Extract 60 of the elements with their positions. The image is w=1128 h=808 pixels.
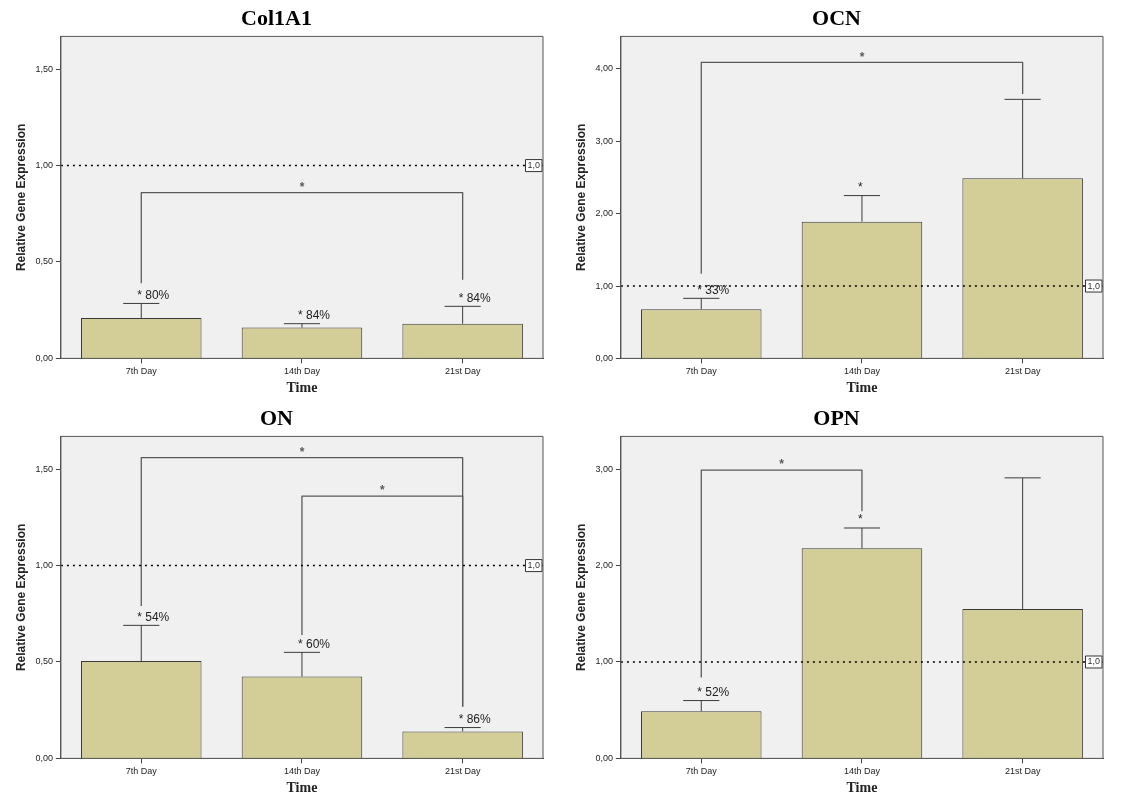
- annotation: * 54%: [137, 609, 170, 624]
- series-label: *: [299, 179, 305, 194]
- y-tick-label: 1,00: [595, 280, 613, 291]
- annotation: *: [857, 179, 863, 194]
- x-tick-label: 7th Day: [685, 366, 718, 377]
- y-axis-title: Relative Gene Expression: [573, 523, 588, 672]
- y-axis-title: Relative Gene Expression: [13, 123, 28, 272]
- y-tick-label: 1,50: [35, 63, 53, 74]
- chart-title: ON: [260, 404, 294, 430]
- series-label: *: [859, 49, 865, 64]
- annotation: *: [857, 512, 863, 527]
- annotation: * 80%: [137, 287, 170, 302]
- x-axis-title: Time: [846, 780, 878, 796]
- annotation: * 60%: [297, 636, 331, 651]
- chart-title: OCN: [812, 4, 862, 30]
- annotation: * 84%: [297, 308, 331, 323]
- y-tick-label: 2,00: [595, 560, 613, 571]
- annotation: * 84%: [458, 290, 491, 305]
- annotation: * 33%: [697, 282, 730, 297]
- y-tick-label: 1,00: [595, 656, 613, 667]
- x-tick-label: 21st Day: [1004, 766, 1041, 777]
- chart-title: Col1A1: [241, 4, 312, 30]
- series-label: *: [379, 483, 385, 498]
- chart-title: OPN: [813, 404, 860, 430]
- x-tick-label: 7th Day: [685, 766, 718, 777]
- x-tick-label: 14th Day: [283, 766, 321, 777]
- series-label: *: [779, 457, 785, 472]
- y-tick-label: 3,00: [595, 135, 613, 146]
- x-tick-label: 21st Day: [444, 366, 481, 377]
- x-tick-label: 21st Day: [1004, 366, 1041, 377]
- ref-line-label: 1,0: [527, 560, 540, 571]
- y-axis-title: Relative Gene Expression: [573, 123, 588, 272]
- ref-line-label: 1,0: [1087, 280, 1100, 291]
- y-tick-label: 0,00: [595, 752, 613, 763]
- series-label: *: [299, 444, 305, 459]
- y-tick-label: 0,00: [35, 752, 53, 763]
- ref-line-label: 1,0: [527, 160, 540, 171]
- y-tick-label: 4,00: [595, 63, 613, 74]
- x-axis-title: Time: [846, 380, 878, 396]
- y-axis-title: Relative Gene Expression: [13, 523, 28, 672]
- x-axis-title: Time: [286, 780, 318, 796]
- x-tick-label: 14th Day: [843, 766, 881, 777]
- y-tick-label: 3,00: [595, 463, 613, 474]
- x-tick-label: 21st Day: [444, 766, 481, 777]
- y-tick-label: 1,00: [35, 560, 53, 571]
- ref-line-label: 1,0: [1087, 656, 1100, 667]
- x-tick-label: 7th Day: [125, 366, 158, 377]
- y-tick-label: 1,50: [35, 463, 53, 474]
- y-tick-label: 0,00: [595, 352, 613, 363]
- x-axis-title: Time: [286, 380, 318, 396]
- x-tick-label: 7th Day: [125, 766, 158, 777]
- y-tick-label: 2,00: [595, 208, 613, 219]
- y-tick-label: 0,00: [35, 352, 53, 363]
- annotation: * 52%: [697, 684, 730, 699]
- x-tick-label: 14th Day: [843, 366, 881, 377]
- y-tick-label: 0,50: [35, 656, 53, 667]
- annotation: * 86%: [458, 711, 491, 726]
- y-tick-label: 1,00: [35, 160, 53, 171]
- x-tick-label: 14th Day: [283, 366, 321, 377]
- y-tick-label: 0,50: [35, 256, 53, 267]
